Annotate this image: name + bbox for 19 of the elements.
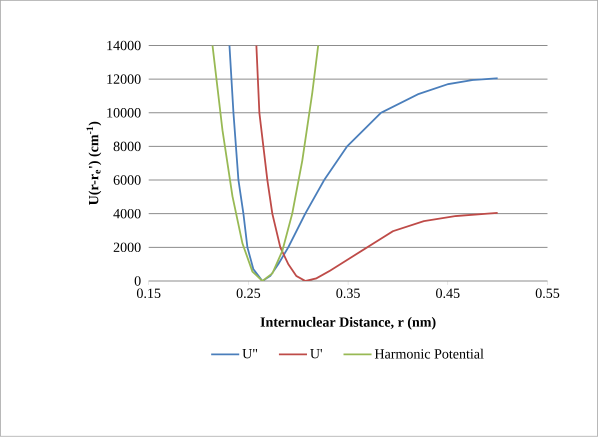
y-axis-title: U(r-r$_{e}$') (cm$^{-1}$) [86,122,102,206]
y-tick-label: 8000 [114,142,141,152]
y-tick-label: 10000 [107,108,141,118]
x-tick-label: 0.35 [336,288,360,298]
y-tick-label: 4000 [113,209,141,219]
legend-label: Harmonic Potential [374,348,484,359]
legend-label: U" [242,349,258,359]
y-tick-label: 6000 [114,175,141,185]
y-tick-label: 12000 [107,74,141,84]
line-series [212,46,320,282]
x-axis-title: Internuclear Distance, r (nm) [260,317,436,330]
y-tick-label: 0 [134,276,141,286]
x-tick-label: 0.55 [536,288,560,298]
x-tick-label: 0.25 [236,288,260,298]
y-tick-label: 14000 [107,40,141,50]
legend-label: U' [310,349,322,359]
y-tick-label: 2000 [114,242,141,252]
x-tick-label: 0.15 [136,288,160,298]
x-tick-label: 0.45 [436,288,460,298]
